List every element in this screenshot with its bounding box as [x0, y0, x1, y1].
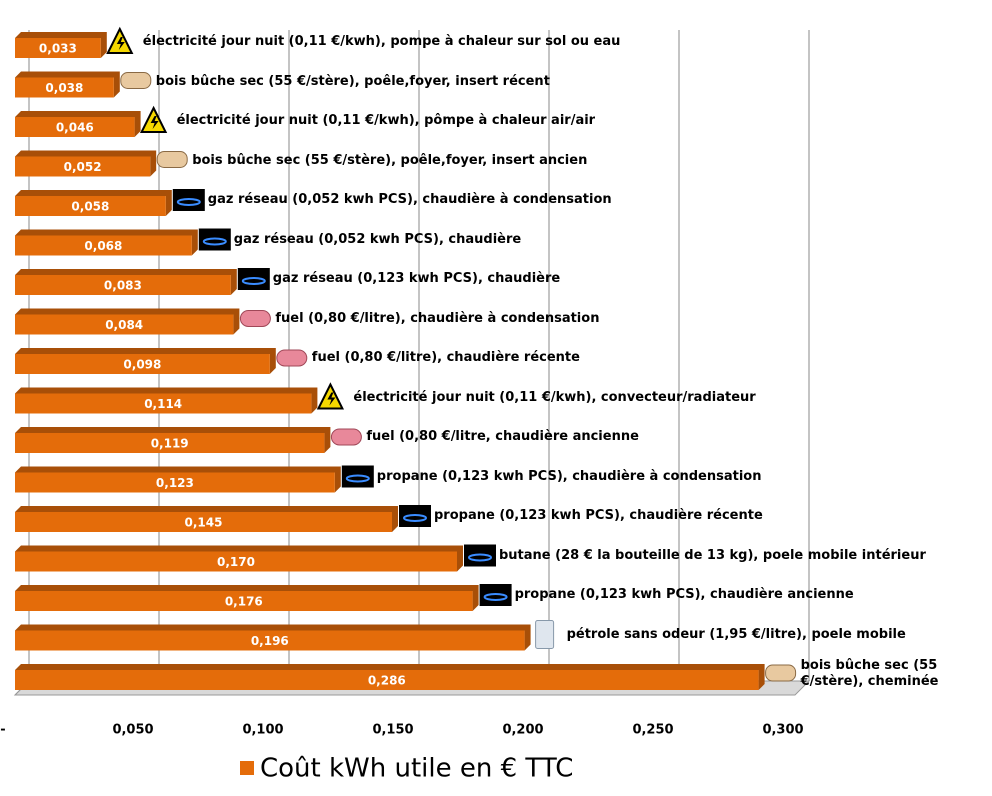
- category-label: fuel (0,80 €/litre), chaudière à condens…: [275, 310, 600, 326]
- icon: [116, 37, 125, 50]
- bar: [15, 393, 312, 414]
- bar: [15, 472, 335, 493]
- bar-depth: [15, 427, 331, 453]
- bar: [15, 512, 392, 532]
- category-label: électricité jour nuit (0,11 €/kwh), conv…: [353, 389, 756, 405]
- category-label: bois bûche sec (55 €/stère), poêle,foyer…: [192, 152, 588, 168]
- category-label: gaz réseau (0,052 kwh PCS), chaudière à …: [207, 192, 612, 207]
- bar: [15, 433, 325, 453]
- bar-depth: [15, 269, 237, 295]
- bar-depth: [15, 506, 398, 532]
- category-label: électricité jour nuit (0,11 €/kwh), pômp…: [176, 113, 596, 128]
- bar-depth: [15, 585, 479, 611]
- category-label: bois bûche sec (55 €/stère), cheminée: [800, 658, 939, 689]
- value-label: 0,084: [105, 318, 143, 332]
- bar-depth: [15, 387, 318, 414]
- value-label: 0,145: [185, 516, 223, 530]
- icon: [327, 392, 336, 406]
- x-tick-label: 0,100: [242, 723, 283, 738]
- value-label: 0,098: [123, 358, 161, 372]
- icon: [176, 198, 201, 206]
- icon: [403, 514, 427, 522]
- x-tick-label: 0,200: [502, 723, 543, 738]
- value-label: 0,123: [156, 476, 194, 490]
- category-label: propane (0,123 kwh PCS), chaudière ancie…: [514, 587, 854, 602]
- bar-depth: [15, 32, 107, 58]
- bar: [15, 591, 473, 611]
- category-label: bois bûche sec (55 €/stère), poêle,foyer…: [155, 73, 550, 89]
- value-label: 0,058: [71, 200, 109, 214]
- bar-depth: [15, 545, 463, 572]
- legend-label: Coût kWh utile en € TTC: [260, 754, 573, 784]
- bar: [15, 117, 135, 137]
- x-tick-label: 0,150: [372, 723, 413, 738]
- bar: [15, 670, 759, 690]
- bar: [15, 38, 101, 58]
- bar: [15, 630, 525, 651]
- bar: [15, 235, 192, 256]
- bar-depth: [15, 71, 120, 98]
- bar: [15, 77, 114, 98]
- x-tick-label: 0,300: [762, 723, 803, 738]
- bar: [15, 354, 270, 374]
- bar-depth: [15, 664, 765, 690]
- icon: [468, 553, 492, 562]
- value-label: 0,119: [151, 437, 189, 451]
- category-label: gaz réseau (0,052 kwh PCS), chaudière: [233, 231, 522, 247]
- value-label: 0,196: [251, 634, 289, 648]
- category-label: électricité jour nuit (0,11 €/kwh), pomp…: [142, 34, 621, 49]
- bar-depth: [15, 111, 141, 137]
- category-label: butane (28 € la bouteille de 13 kg), poe…: [499, 547, 926, 563]
- legend-swatch: [240, 761, 254, 775]
- category-label: propane (0,123 kwh PCS), chaudière récen…: [434, 508, 763, 523]
- icon: [330, 428, 362, 446]
- x-tick-label: 0,250: [632, 723, 673, 738]
- bar: [15, 314, 234, 335]
- icon: [156, 151, 188, 168]
- value-label: 0,046: [56, 121, 94, 135]
- bar-depth: [15, 229, 198, 256]
- bar: [15, 551, 457, 572]
- icon: [345, 474, 370, 483]
- bar: [15, 275, 231, 295]
- bar-depth: [15, 466, 341, 493]
- value-label: 0,176: [225, 595, 263, 609]
- value-label: 0,033: [39, 42, 77, 56]
- value-label: 0,052: [64, 160, 102, 174]
- value-label: 0,170: [217, 555, 255, 569]
- icon: [535, 620, 555, 649]
- x-tick-label: 0,050: [112, 723, 153, 738]
- category-label: fuel (0,80 €/litre, chaudière ancienne: [366, 429, 639, 444]
- icon: [239, 310, 271, 327]
- bar-depth: [15, 348, 276, 374]
- bar: [15, 196, 166, 216]
- x-tick-label: -: [0, 723, 5, 738]
- icon: [202, 237, 227, 246]
- bar-depth: [15, 624, 531, 651]
- icon: [483, 593, 508, 601]
- icon: [276, 349, 308, 367]
- value-label: 0,038: [45, 81, 83, 95]
- category-label: fuel (0,80 €/litre), chaudière récente: [311, 350, 580, 365]
- icon: [150, 116, 159, 129]
- icon: [765, 664, 797, 682]
- bar-depth: [15, 150, 157, 177]
- value-label: 0,114: [144, 397, 182, 411]
- icon: [241, 277, 266, 285]
- icon: [120, 72, 152, 89]
- bar: [15, 156, 151, 177]
- category-label: pétrole sans odeur (1,95 €/litre), poele…: [566, 626, 906, 642]
- category-label: propane (0,123 kwh PCS), chaudière à con…: [376, 468, 762, 484]
- value-label: 0,286: [368, 674, 406, 688]
- value-label: 0,083: [104, 279, 142, 293]
- value-label: 0,068: [84, 239, 122, 253]
- category-label: gaz réseau (0,123 kwh PCS), chaudière: [272, 271, 561, 286]
- bar-depth: [15, 190, 172, 216]
- bar-depth: [15, 308, 240, 335]
